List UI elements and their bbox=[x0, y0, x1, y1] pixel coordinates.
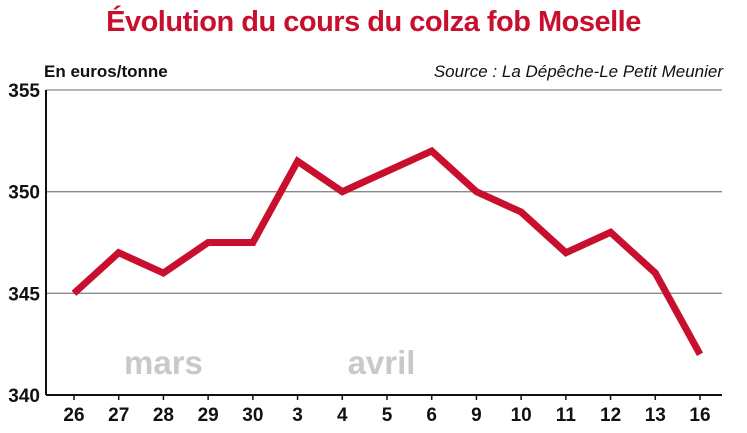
y-tick-label: 340 bbox=[8, 386, 40, 407]
axes bbox=[45, 90, 722, 400]
x-tick-label: 26 bbox=[63, 405, 84, 426]
y-tick-label: 350 bbox=[8, 183, 40, 204]
y-tick-label: 355 bbox=[8, 81, 40, 102]
y-axis-label: En euros/tonne bbox=[44, 62, 168, 81]
y-tick-labels: 340 345 350 355 bbox=[8, 81, 40, 407]
x-tick-label: 27 bbox=[108, 405, 129, 426]
chart-title: Évolution du cours du colza fob Moselle bbox=[106, 6, 641, 38]
series bbox=[71, 146, 704, 356]
x-tick-label: 4 bbox=[337, 405, 348, 426]
x-tick-label: 10 bbox=[511, 405, 532, 426]
x-tick-label: 3 bbox=[292, 405, 303, 426]
x-tick-label: 13 bbox=[645, 405, 666, 426]
x-tick-labels: 26 27 28 29 30 3 4 5 6 9 10 11 12 13 16 bbox=[63, 405, 710, 426]
x-tick-label: 28 bbox=[153, 405, 174, 426]
y-tick-label: 345 bbox=[8, 284, 40, 305]
gridlines bbox=[46, 89, 722, 294]
series-line bbox=[71, 146, 704, 356]
x-tick-label: 11 bbox=[556, 405, 577, 426]
month-labels: mars avril bbox=[124, 344, 415, 381]
x-tick-label: 12 bbox=[600, 405, 621, 426]
x-tick-label: 9 bbox=[471, 405, 482, 426]
x-tick-label: 30 bbox=[242, 405, 263, 426]
x-tick-label: 16 bbox=[689, 405, 710, 426]
month-label: avril bbox=[348, 344, 416, 381]
x-tick-label: 29 bbox=[198, 405, 219, 426]
month-label: mars bbox=[124, 344, 203, 381]
x-tick-label: 5 bbox=[382, 405, 393, 426]
x-tick-label: 6 bbox=[426, 405, 437, 426]
source-note: Source : La Dépêche-Le Petit Meunier bbox=[433, 62, 723, 81]
